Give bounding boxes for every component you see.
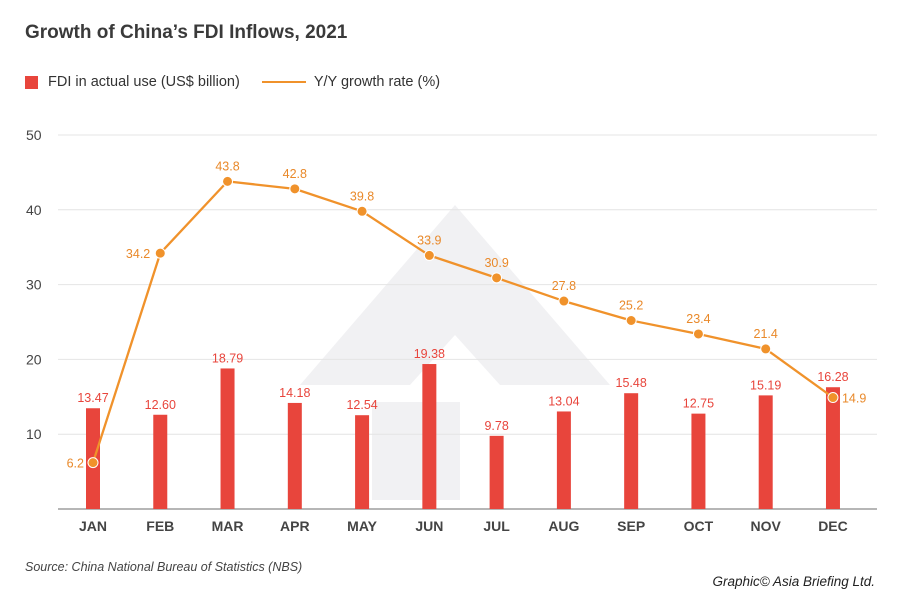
fdi-bar bbox=[153, 414, 168, 509]
fdi-bar-label: 18.79 bbox=[212, 351, 243, 365]
x-tick-label: DEC bbox=[818, 518, 848, 534]
fdi-bar bbox=[556, 411, 571, 509]
growth-point-label: 43.8 bbox=[215, 159, 239, 173]
growth-point-label: 42.8 bbox=[283, 167, 307, 181]
growth-point-label: 39.8 bbox=[350, 189, 374, 203]
chart-title: Growth of China’s FDI Inflows, 2021 bbox=[25, 22, 348, 43]
y-tick-label: 30 bbox=[26, 277, 42, 293]
fdi-bar-label: 14.18 bbox=[279, 386, 310, 400]
fdi-bar-label: 15.48 bbox=[616, 376, 647, 390]
fdi-bar bbox=[758, 395, 773, 509]
fdi-bar-label: 13.47 bbox=[77, 391, 108, 405]
growth-point bbox=[692, 328, 704, 340]
fdi-bar-label: 16.28 bbox=[817, 370, 848, 384]
x-tick-label: JAN bbox=[79, 518, 107, 534]
x-tick-label: FEB bbox=[146, 518, 174, 534]
legend-item-fdi: FDI in actual use (US$ billion) bbox=[25, 74, 240, 90]
x-tick-label: JUL bbox=[483, 518, 510, 534]
growth-point bbox=[760, 343, 772, 355]
growth-point-label: 14.9 bbox=[842, 392, 866, 406]
x-tick-label: AUG bbox=[548, 518, 579, 534]
x-tick-label: APR bbox=[280, 518, 310, 534]
growth-point bbox=[827, 392, 839, 404]
fdi-bar-label: 12.60 bbox=[145, 398, 176, 412]
legend-swatch-bar bbox=[25, 75, 38, 89]
growth-point bbox=[625, 315, 637, 327]
growth-point-label: 21.4 bbox=[754, 327, 778, 341]
fdi-bar bbox=[422, 364, 437, 509]
fdi-bar bbox=[691, 413, 706, 509]
fdi-bar bbox=[287, 402, 302, 509]
fdi-bar-label: 9.78 bbox=[484, 419, 508, 433]
fdi-bar bbox=[489, 435, 504, 509]
fdi-bar bbox=[355, 415, 370, 509]
legend: FDI in actual use (US$ billion) Y/Y grow… bbox=[25, 71, 462, 93]
fdi-bar bbox=[825, 387, 840, 509]
fdi-bar-label: 12.54 bbox=[346, 398, 377, 412]
y-tick-label: 20 bbox=[26, 351, 42, 367]
fdi-bar bbox=[220, 368, 235, 509]
growth-point bbox=[222, 175, 234, 187]
growth-point-label: 23.4 bbox=[686, 312, 710, 326]
fdi-bar-label: 12.75 bbox=[683, 397, 714, 411]
growth-point bbox=[558, 295, 570, 307]
source-note: Source: China National Bureau of Statist… bbox=[25, 560, 303, 574]
y-tick-label: 10 bbox=[26, 426, 42, 442]
x-tick-label: MAR bbox=[212, 518, 244, 534]
growth-point-label: 6.2 bbox=[67, 457, 84, 471]
growth-point-label: 30.9 bbox=[484, 256, 508, 270]
growth-line bbox=[91, 180, 834, 463]
watermark-logo bbox=[300, 205, 610, 500]
growth-point-label: 27.8 bbox=[552, 279, 576, 293]
growth-point-label: 34.2 bbox=[126, 247, 150, 261]
fdi-bar bbox=[624, 393, 639, 509]
x-tick-label: OCT bbox=[684, 518, 714, 534]
y-tick-label: 40 bbox=[26, 202, 42, 218]
growth-point bbox=[423, 249, 435, 261]
growth-point bbox=[289, 183, 301, 195]
legend-swatch-line bbox=[261, 81, 306, 83]
growth-point bbox=[356, 205, 368, 217]
x-tick-label: MAY bbox=[347, 518, 377, 534]
fdi-bar-label: 15.19 bbox=[750, 378, 781, 392]
growth-point-label: 33.9 bbox=[417, 233, 441, 247]
growth-point-label: 25.2 bbox=[619, 299, 643, 313]
credit-note: Graphic© Asia Briefing Ltd. bbox=[712, 574, 875, 589]
legend-item-growth: Y/Y growth rate (%) bbox=[261, 74, 441, 90]
fdi-bar-label: 19.38 bbox=[414, 347, 445, 361]
x-tick-label: SEP bbox=[617, 518, 645, 534]
legend-label-growth: Y/Y growth rate (%) bbox=[313, 74, 441, 90]
fdi-bar-label: 13.04 bbox=[548, 394, 579, 408]
growth-point bbox=[154, 247, 166, 259]
growth-point bbox=[87, 457, 99, 469]
x-tick-label: NOV bbox=[751, 518, 782, 534]
x-tick-label: JUN bbox=[415, 518, 443, 534]
legend-label-fdi: FDI in actual use (US$ billion) bbox=[48, 74, 240, 90]
y-tick-label: 50 bbox=[26, 127, 42, 143]
growth-point bbox=[491, 272, 503, 284]
